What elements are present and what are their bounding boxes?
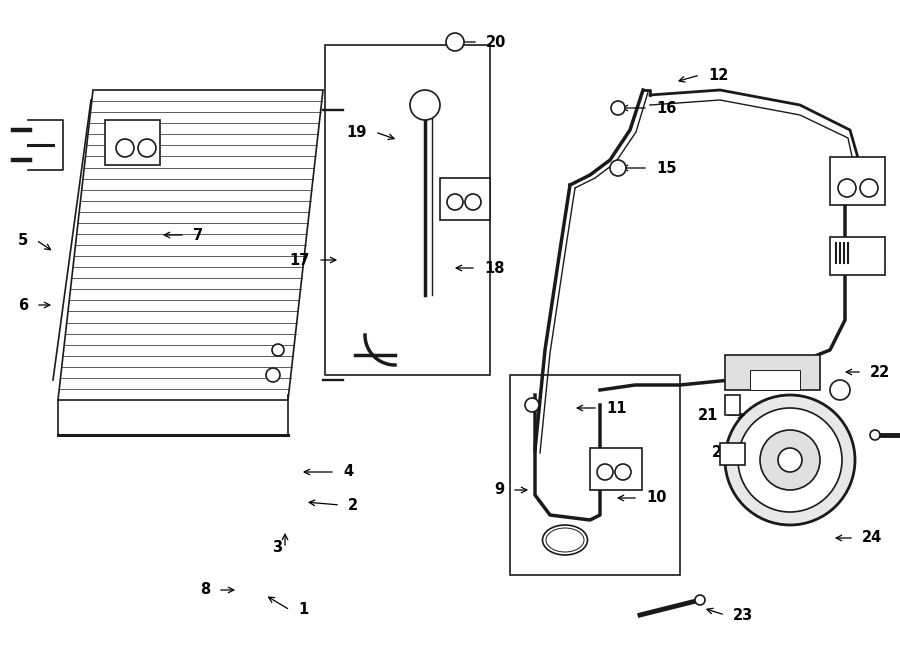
Circle shape (725, 395, 855, 525)
Text: 24: 24 (862, 530, 882, 545)
Circle shape (611, 101, 625, 115)
Text: 18: 18 (484, 261, 505, 275)
Bar (105, 120, 160, 165)
Text: 3: 3 (272, 540, 282, 555)
Text: 21: 21 (698, 408, 718, 422)
Bar (325, 45, 490, 375)
Bar (510, 375, 680, 575)
Text: 16: 16 (656, 101, 677, 115)
Circle shape (615, 464, 631, 480)
Circle shape (266, 368, 280, 382)
Text: 9: 9 (494, 483, 504, 498)
Bar (830, 157, 885, 205)
Text: 20: 20 (486, 34, 507, 50)
Text: 17: 17 (290, 252, 310, 267)
Circle shape (778, 448, 802, 472)
Text: 1: 1 (298, 602, 309, 618)
Text: 2: 2 (348, 498, 358, 512)
Circle shape (738, 408, 842, 512)
Text: 6: 6 (18, 297, 28, 312)
Bar (830, 237, 885, 275)
Circle shape (838, 179, 856, 197)
Text: 14: 14 (866, 254, 886, 269)
Circle shape (870, 430, 880, 440)
Circle shape (597, 464, 613, 480)
Circle shape (830, 380, 850, 400)
Text: 11: 11 (606, 401, 626, 416)
Text: 25: 25 (712, 444, 732, 459)
Text: 7: 7 (193, 228, 203, 242)
Circle shape (272, 344, 284, 356)
Circle shape (610, 160, 626, 176)
Circle shape (116, 139, 134, 157)
Text: 4: 4 (343, 465, 353, 479)
Text: 15: 15 (656, 160, 677, 175)
Circle shape (860, 179, 878, 197)
Bar (725, 355, 820, 390)
Circle shape (525, 398, 539, 412)
Ellipse shape (546, 528, 584, 552)
Text: 19: 19 (346, 124, 367, 140)
Circle shape (447, 194, 463, 210)
Bar (725, 395, 740, 415)
Text: 5: 5 (18, 232, 28, 248)
Circle shape (138, 139, 156, 157)
Polygon shape (58, 90, 323, 400)
Ellipse shape (543, 525, 588, 555)
Circle shape (410, 90, 440, 120)
Text: 10: 10 (646, 491, 667, 506)
Bar (440, 178, 490, 220)
Circle shape (446, 33, 464, 51)
Text: 8: 8 (200, 583, 210, 598)
Text: 22: 22 (870, 365, 890, 379)
Bar (590, 448, 642, 490)
Text: 23: 23 (733, 608, 753, 622)
Bar (720, 443, 745, 465)
Text: 12: 12 (708, 68, 728, 83)
Circle shape (695, 595, 705, 605)
Text: 13: 13 (866, 191, 886, 205)
Circle shape (760, 430, 820, 490)
Circle shape (465, 194, 481, 210)
Bar (750, 370, 800, 390)
